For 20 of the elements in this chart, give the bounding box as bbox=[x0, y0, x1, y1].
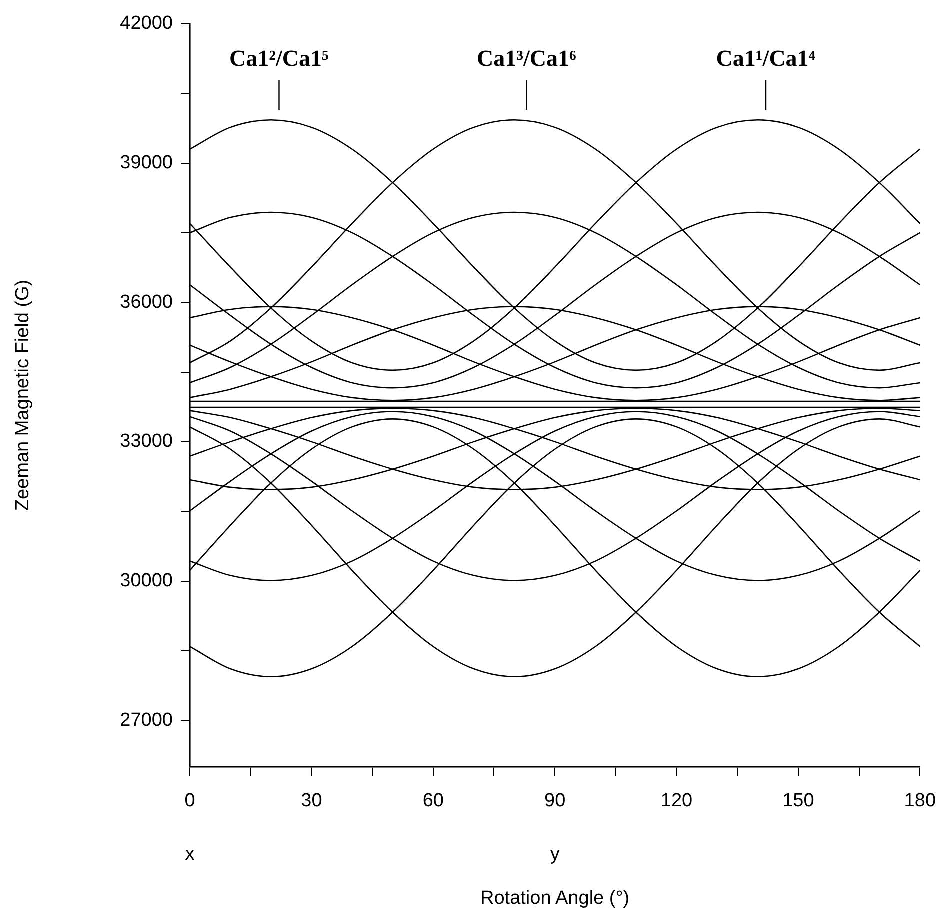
y-tick-label: 27000 bbox=[120, 710, 173, 731]
x-tick-label: 30 bbox=[301, 790, 322, 812]
x-tick-label: 0 bbox=[184, 790, 196, 812]
x-tick-label: 150 bbox=[782, 790, 814, 812]
y-tick-label: 42000 bbox=[120, 13, 173, 34]
x-tick-label: 180 bbox=[904, 790, 936, 812]
y-tick-label: 39000 bbox=[120, 152, 173, 174]
x-tick-label: 120 bbox=[660, 790, 693, 812]
y-axis-title: Zeeman Magnetic Field (G) bbox=[12, 280, 34, 512]
x-axis-title: Rotation Angle (°) bbox=[480, 888, 630, 909]
y-tick-label: 36000 bbox=[120, 292, 173, 313]
text: x bbox=[185, 844, 196, 866]
x-tick-label: 90 bbox=[544, 790, 566, 812]
annotation: Ca1³/Ca1⁶ bbox=[476, 46, 576, 72]
text: y bbox=[550, 844, 560, 866]
y-tick-label: 30000 bbox=[120, 570, 173, 592]
annotation: Ca1¹/Ca1⁴ bbox=[716, 46, 816, 72]
x-tick-label: 60 bbox=[422, 790, 444, 812]
y-tick-label: 33000 bbox=[120, 431, 173, 452]
annotation: Ca1²/Ca1⁵ bbox=[230, 46, 330, 72]
